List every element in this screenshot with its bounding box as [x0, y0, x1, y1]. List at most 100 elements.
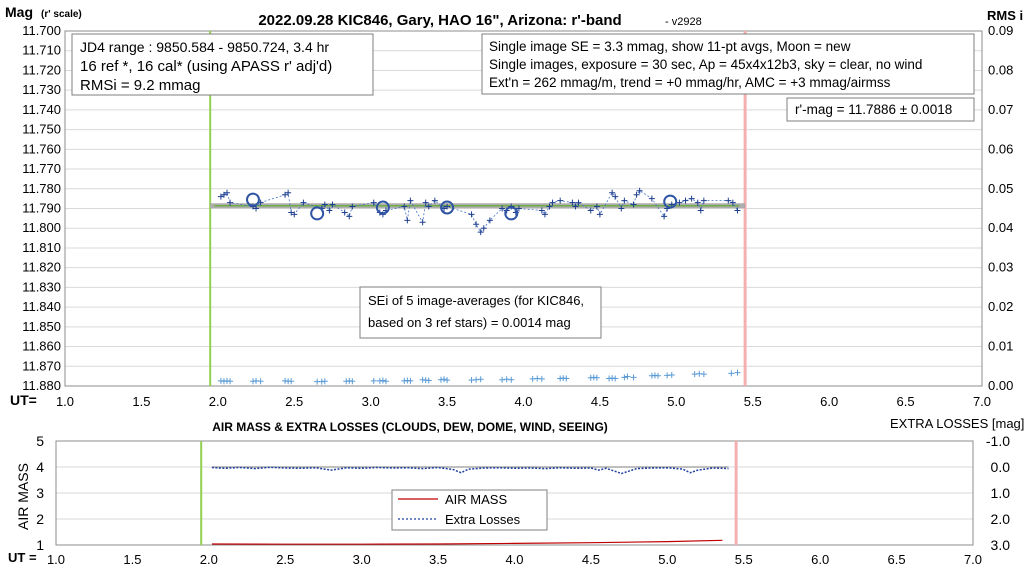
single-image-point [431, 197, 438, 204]
top-plot-area [64, 30, 983, 387]
single-image-point [477, 229, 484, 236]
rms-point [407, 377, 414, 384]
y2-tick-label: 0.00 [988, 378, 1013, 393]
single-image-point [480, 225, 487, 232]
single-image-point [587, 207, 594, 214]
y-tick-label: 11.840 [22, 299, 61, 314]
bottom-x-tick-label: 2.0 [200, 552, 218, 567]
y-tick-label: 11.740 [22, 102, 61, 117]
y2-tick-label: 0.01 [988, 339, 1013, 354]
single-image-point [370, 199, 377, 206]
y2-tick-label: 0.07 [988, 102, 1013, 117]
x-tick-label: 1.0 [56, 394, 74, 409]
y-tick-label: 11.880 [22, 378, 61, 393]
single-image-point [549, 199, 556, 206]
rms-point [477, 376, 484, 383]
single-image-point [329, 201, 336, 208]
single-image-point [291, 211, 298, 218]
rms-point [612, 375, 619, 382]
rmag-box: r'-mag = 11.7886 ± 0.0018 [786, 97, 975, 122]
single-image-point [697, 207, 704, 214]
x-tick-label: 4.0 [514, 394, 532, 409]
single-image-point [486, 217, 493, 224]
average-point [375, 200, 390, 215]
single-image-point [725, 197, 732, 204]
y-tick-label: 11.800 [22, 220, 61, 235]
top-y-tick-labels: 11.700 11.710 11.720 11.730 11.740 11.750 11.7… [22, 23, 61, 393]
bottom-x-axis-prefix: UT = [8, 550, 37, 565]
single-image-point [621, 197, 628, 204]
y-axis-sublabel: (r' scale) [41, 9, 82, 20]
y-tick-label: 11.860 [22, 339, 61, 354]
single-image-connector [220, 190, 738, 233]
y-tick-label: 11.810 [22, 240, 61, 255]
bottom-y-tick-labels: 5 4 3 2 1 [36, 433, 44, 553]
y2-tick-label: 0.04 [988, 220, 1013, 235]
rms-point [563, 375, 570, 382]
bottom-y2-tick-label: 2.0 [991, 511, 1011, 527]
single-image-point [636, 187, 643, 194]
single-image-point [541, 211, 548, 218]
y-tick-label: 11.780 [22, 181, 61, 196]
y-tick-label: 11.730 [22, 82, 61, 97]
x-tick-label: 2.0 [209, 394, 227, 409]
bottom-y2-tick-label: 0.0 [991, 459, 1011, 475]
x-tick-label: 7.0 [973, 394, 991, 409]
single-image-point [630, 201, 637, 208]
single-image-point [596, 211, 603, 218]
single-image-point [468, 211, 475, 218]
single-image-point [575, 199, 582, 206]
bottom-x-tick-label: 4.5 [582, 552, 600, 567]
single-image-point [612, 193, 619, 200]
svg-text:16 ref *, 16 cal* (using APASS: 16 ref *, 16 cal* (using APASS r' adj'd) [80, 58, 332, 75]
single-image-point [220, 191, 227, 198]
y-tick-label: 11.820 [22, 260, 61, 275]
single-image-point [253, 205, 260, 212]
average-point [440, 200, 455, 215]
y-tick-label: 11.790 [22, 201, 61, 216]
bottom-x-tick-label: 7.0 [964, 552, 982, 567]
single-image-point [346, 213, 353, 220]
rms-point [441, 376, 448, 383]
single-image-point [618, 205, 625, 212]
x-tick-label: 1.5 [132, 394, 150, 409]
svg-text:r'-mag = 11.7886 ± 0.0018: r'-mag = 11.7886 ± 0.0018 [795, 102, 952, 117]
y2-tick-label: 0.03 [988, 260, 1013, 275]
single-image-point [633, 191, 640, 198]
average-point [663, 194, 678, 209]
single-image-point [349, 203, 356, 210]
y2-tick-label: 0.02 [988, 299, 1013, 314]
rms-point [734, 369, 741, 376]
bottom-x-tick-label: 5.5 [735, 552, 753, 567]
y2-axis-label: RMS i [987, 8, 1023, 23]
y-tick-label: 11.850 [22, 319, 61, 334]
bottom-x-tick-label: 6.0 [811, 552, 829, 567]
single-image-point [648, 195, 655, 202]
bottom-y-tick-label: 1 [36, 537, 44, 553]
rms-point [624, 373, 631, 380]
single-image-point [734, 207, 741, 214]
rms-point [630, 374, 637, 381]
y-tick-label: 11.760 [22, 141, 61, 156]
rms-point [321, 378, 328, 385]
single-image-point [404, 217, 411, 224]
bottom-x-tick-labels: 1.0 1.5 2.0 2.5 3.0 3.5 4.0 4.5 5.0 5.5 6.0 6.5 7.0 [47, 552, 982, 567]
average-point [245, 192, 260, 207]
single-image-point [341, 209, 348, 216]
single-image-point [682, 197, 689, 204]
airmass-chart: AIR MASS & EXTRA LOSSES (CLOUDS, DEW, DO… [8, 416, 1024, 567]
rms-point [654, 372, 661, 379]
svg-text:JD4 range : 9850.584 - 9850.72: JD4 range : 9850.584 - 9850.724, 3.4 hr [80, 39, 329, 55]
y-tick-label: 11.830 [22, 279, 61, 294]
y-tick-label: 11.750 [22, 122, 61, 137]
single-image-point [300, 199, 307, 206]
single-image-point [593, 203, 600, 210]
chart-version: - v2928 [665, 16, 702, 28]
svg-text:SEi of 5 image-averages (for K: SEi of 5 image-averages (for KIC846, [368, 293, 584, 308]
rms-point [508, 376, 515, 383]
bottom-x-tick-label: 3.5 [429, 552, 447, 567]
rms-point [382, 378, 389, 385]
single-image-point [694, 199, 701, 206]
bottom-y2-axis-label: EXTRA LOSSES [mag] [890, 416, 1024, 431]
